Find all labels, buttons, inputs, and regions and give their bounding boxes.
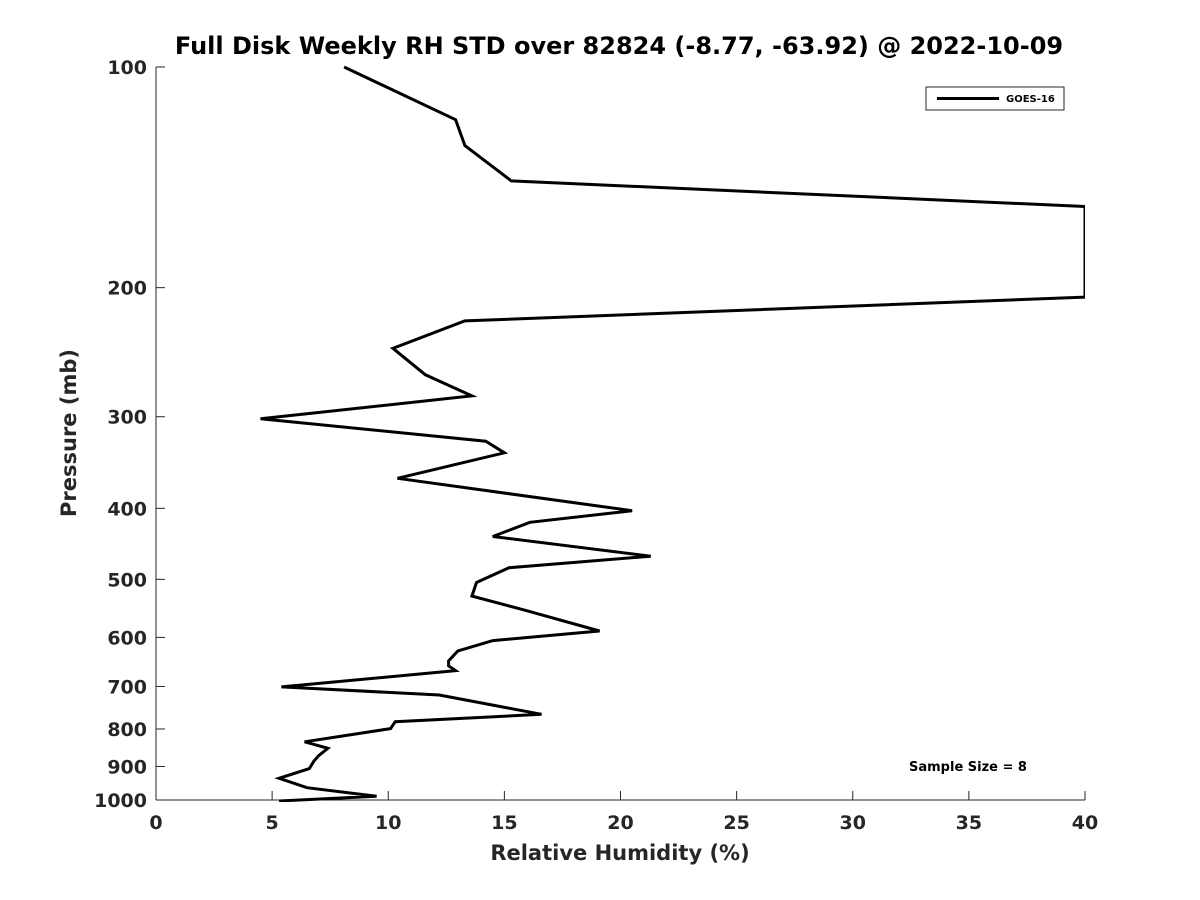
series-group bbox=[260, 65, 1085, 802]
x-tick-label: 5 bbox=[266, 812, 279, 834]
y-tick-label: 500 bbox=[107, 569, 147, 591]
x-axis-label: Relative Humidity (%) bbox=[490, 841, 749, 865]
legend: GOES-16 bbox=[925, 86, 1065, 111]
y-tick-label: 1000 bbox=[94, 790, 147, 812]
x-tick-label: 20 bbox=[607, 812, 633, 834]
y-tick-label: 600 bbox=[107, 627, 147, 649]
y-axis-ticks: 100 200 300 400 500 600 700 800 900 1000 bbox=[94, 57, 165, 812]
y-tick-label: 200 bbox=[107, 278, 147, 300]
y-axis-label: Pressure (mb) bbox=[57, 349, 81, 517]
y-tick-label: 900 bbox=[107, 756, 147, 778]
series-line-goes-16 bbox=[260, 65, 1085, 802]
legend-label-goes-16: GOES-16 bbox=[1006, 94, 1055, 105]
x-tick-label: 30 bbox=[840, 812, 866, 834]
x-tick-label: 15 bbox=[491, 812, 517, 834]
y-tick-label: 100 bbox=[107, 57, 147, 79]
y-tick-label: 300 bbox=[107, 407, 147, 429]
x-tick-label: 25 bbox=[723, 812, 749, 834]
y-tick-label: 800 bbox=[107, 719, 147, 741]
sample-size-annotation: Sample Size = 8 bbox=[909, 760, 1027, 775]
x-tick-label: 40 bbox=[1072, 812, 1098, 834]
x-tick-label: 35 bbox=[956, 812, 982, 834]
y-tick-label: 700 bbox=[107, 676, 147, 698]
x-tick-label: 10 bbox=[375, 812, 401, 834]
chart-title: Full Disk Weekly RH STD over 82824 (-8.7… bbox=[175, 32, 1063, 60]
x-tick-label: 0 bbox=[149, 812, 162, 834]
y-tick-label: 400 bbox=[107, 498, 147, 520]
x-axis-ticks: 0 5 10 15 20 25 30 35 40 bbox=[149, 791, 1098, 834]
